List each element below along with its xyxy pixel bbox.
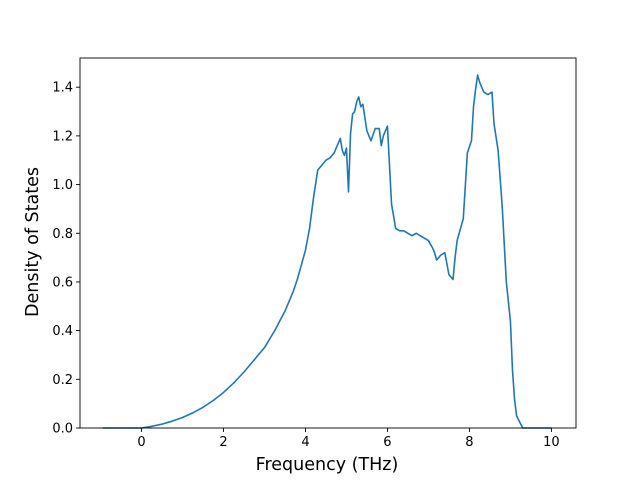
y-tick-label: 0.0 <box>52 422 73 437</box>
y-tick-label: 1.4 <box>52 81 73 96</box>
x-axis-label: Frequency (THz) <box>256 455 399 475</box>
y-tick-label: 1.0 <box>52 178 73 193</box>
dos-series-line <box>102 74 552 429</box>
y-tick-label: 0.2 <box>52 373 73 388</box>
y-tick-label: 1.2 <box>52 129 73 144</box>
x-tick-label: 2 <box>219 435 227 450</box>
x-tick-label: 10 <box>543 435 560 450</box>
plot-frame <box>79 57 577 429</box>
y-axis-label: Density of States <box>23 167 43 317</box>
x-axis-ticks: 0 2 4 6 8 10 <box>137 428 560 450</box>
y-tick-label: 0.6 <box>52 275 73 290</box>
y-tick-label: 0.8 <box>52 227 73 242</box>
x-tick-label: 4 <box>301 435 309 450</box>
y-tick-label: 0.4 <box>52 324 73 339</box>
y-axis-ticks: 0.0 0.2 0.4 0.6 0.8 1.0 1.2 1.4 <box>52 81 80 437</box>
x-tick-label: 6 <box>383 435 391 450</box>
x-tick-label: 0 <box>137 435 145 450</box>
plot-area <box>79 57 577 429</box>
x-tick-label: 8 <box>465 435 473 450</box>
